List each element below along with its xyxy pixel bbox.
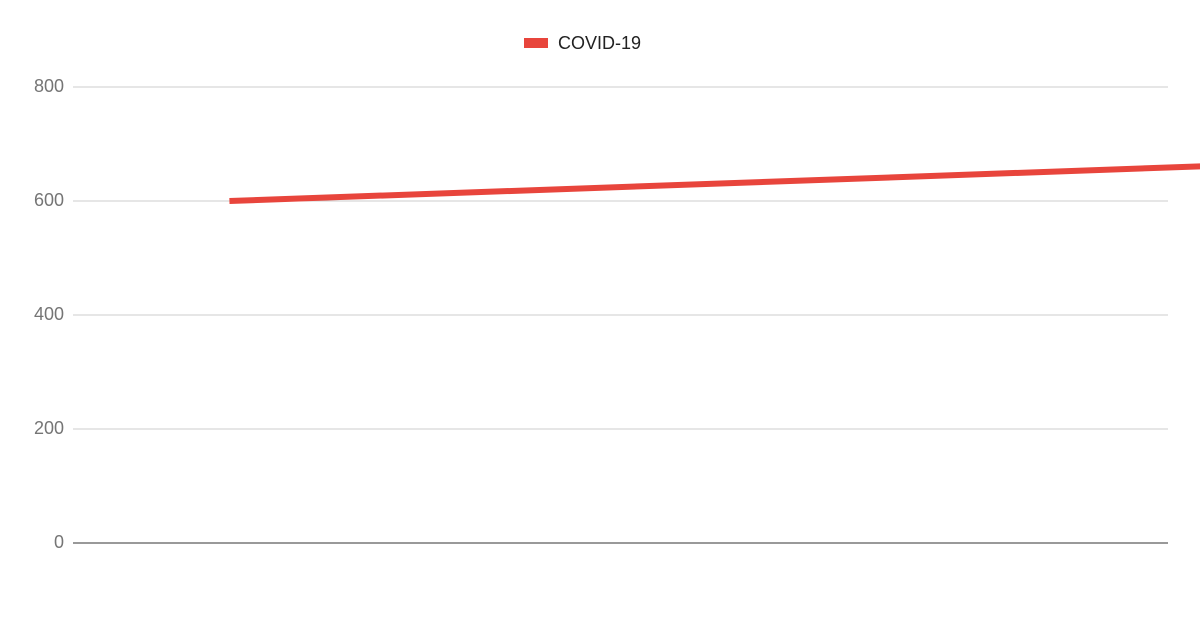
y-tick-label: 200: [34, 418, 64, 438]
y-tick-label: 0: [54, 532, 64, 552]
y-tick-label: 600: [34, 190, 64, 210]
data-line: [229, 163, 1200, 204]
y-tick-label: 400: [34, 304, 64, 324]
y-tick-label: 800: [34, 76, 64, 96]
legend-swatch: [524, 38, 548, 48]
legend-label: COVID-19: [558, 33, 641, 53]
